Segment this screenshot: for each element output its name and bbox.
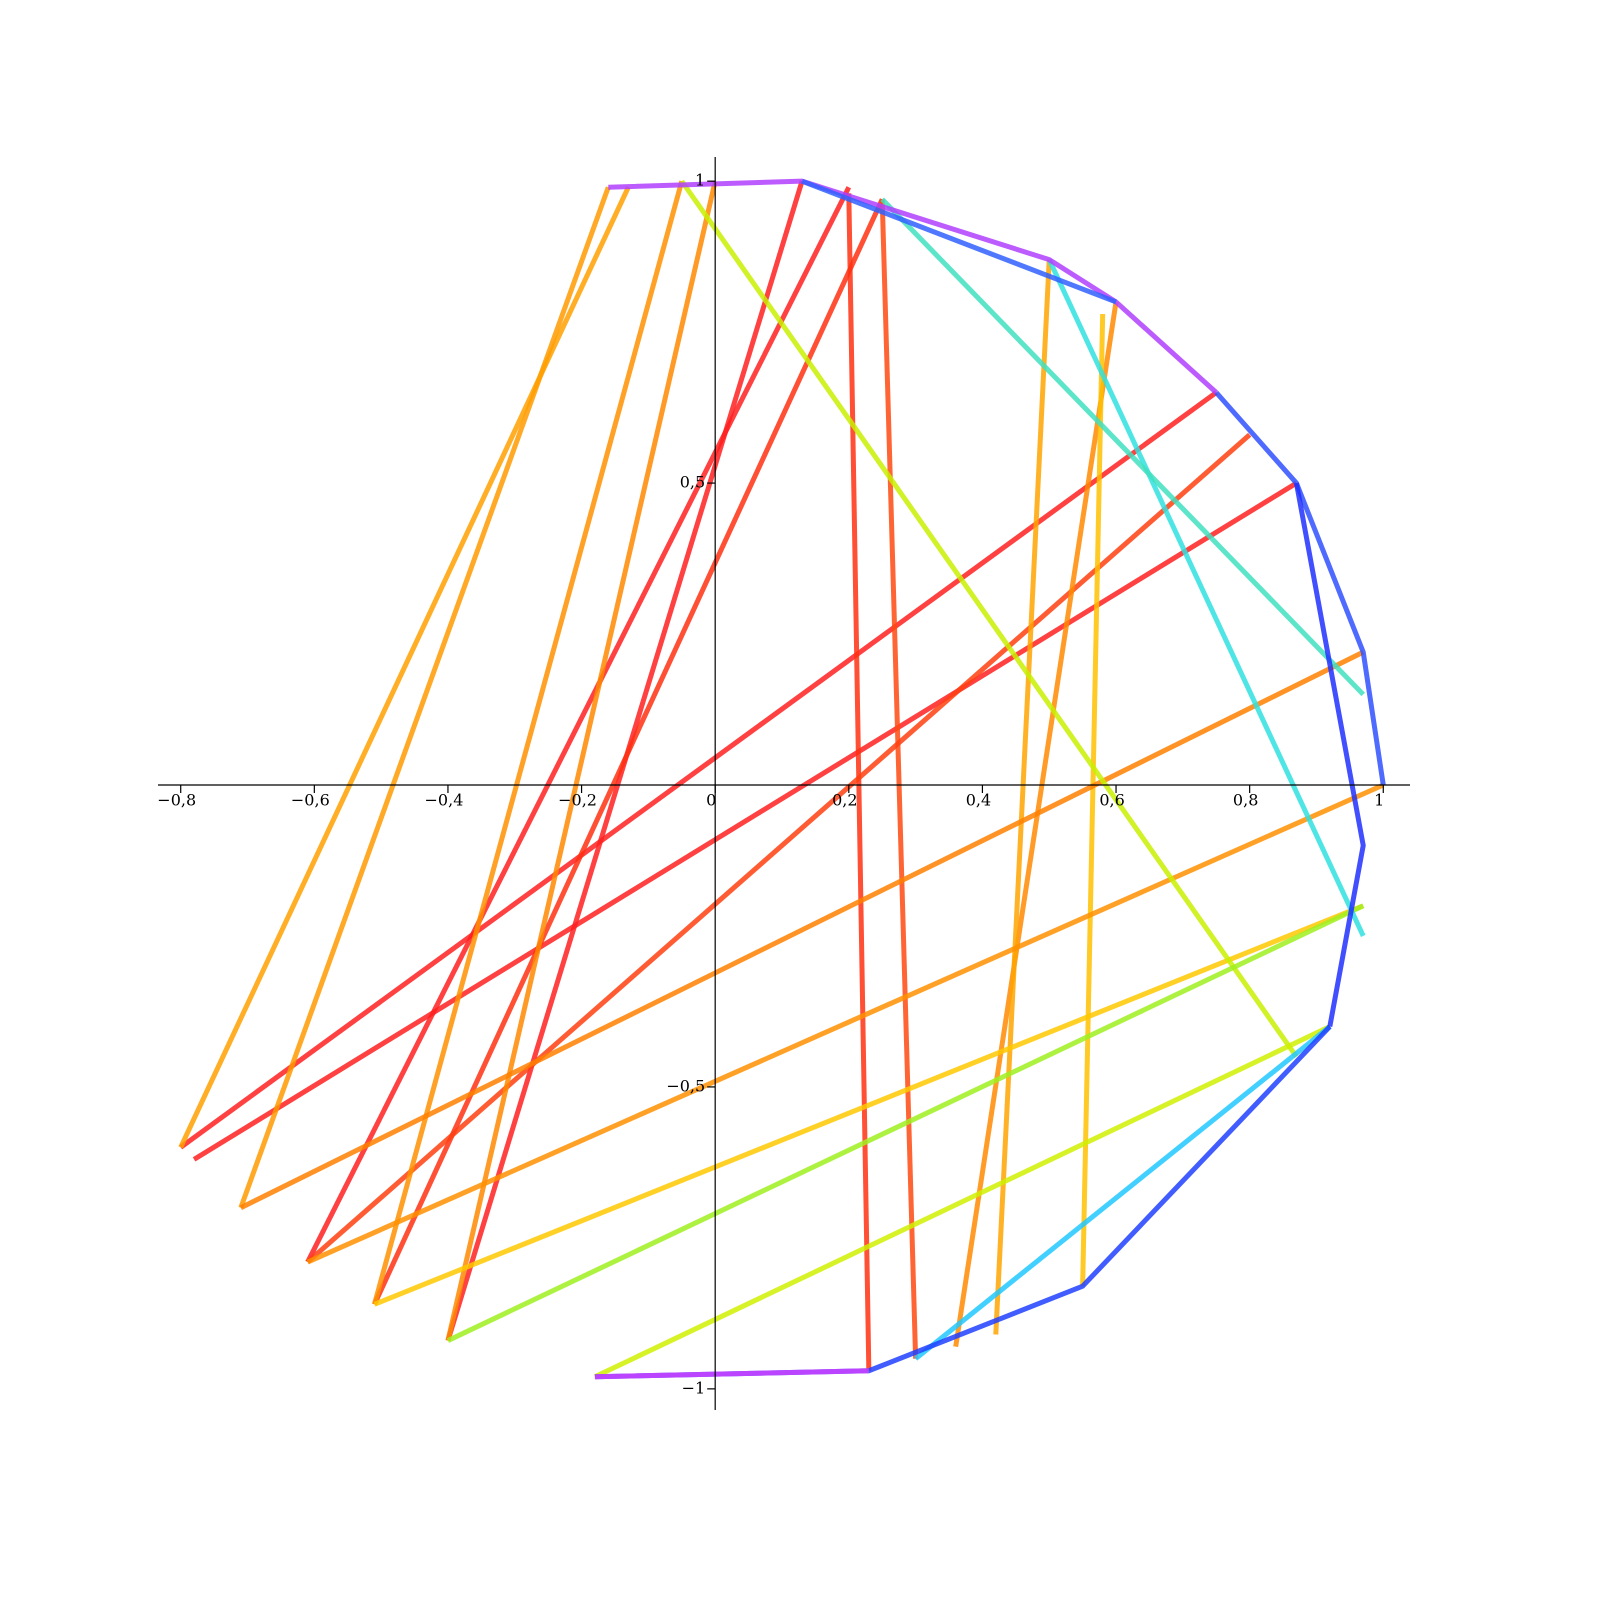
chord <box>593 1024 1331 1380</box>
chord <box>372 198 885 1306</box>
chord <box>953 301 1119 1347</box>
chord <box>306 432 1252 1264</box>
chord <box>445 180 718 1342</box>
chord <box>373 903 1365 1307</box>
chord <box>1080 313 1106 1287</box>
chord <box>879 199 919 1359</box>
chord <box>1293 482 1366 1028</box>
chord <box>306 782 1385 1265</box>
y-tick-label: −1 <box>682 1378 706 1397</box>
chord <box>179 390 1218 1150</box>
x-tick-label: 1 <box>1374 791 1384 810</box>
x-tick-label: 0,2 <box>832 791 857 810</box>
chord <box>192 480 1298 1162</box>
chord <box>239 649 1365 1210</box>
y-tick-label: 0,5 <box>680 473 705 492</box>
x-tick-label: 0 <box>706 791 716 810</box>
chord <box>801 178 1117 305</box>
chord <box>846 193 872 1371</box>
chord <box>608 178 1218 395</box>
x-tick-label: −0,2 <box>558 791 597 810</box>
y-tick-label: −0,5 <box>666 1076 705 1095</box>
chord <box>914 1024 1332 1361</box>
x-tick-label: 0,8 <box>1233 791 1258 810</box>
chord <box>372 180 685 1305</box>
chord <box>594 1368 869 1380</box>
x-tick-label: 0,4 <box>966 791 991 810</box>
chord <box>446 903 1365 1343</box>
chord <box>1046 258 1366 938</box>
chord <box>880 197 1366 697</box>
chord <box>993 259 1052 1335</box>
x-tick-label: −0,4 <box>425 791 464 810</box>
chord <box>1214 390 1386 786</box>
chord <box>178 186 631 1149</box>
x-tick-label: −0,8 <box>157 791 196 810</box>
chord <box>679 179 1299 1059</box>
x-tick-label: −0,6 <box>291 791 330 810</box>
x-tick-label: 0,6 <box>1099 791 1124 810</box>
y-tick-label: 1 <box>695 171 705 190</box>
chord <box>305 186 852 1264</box>
